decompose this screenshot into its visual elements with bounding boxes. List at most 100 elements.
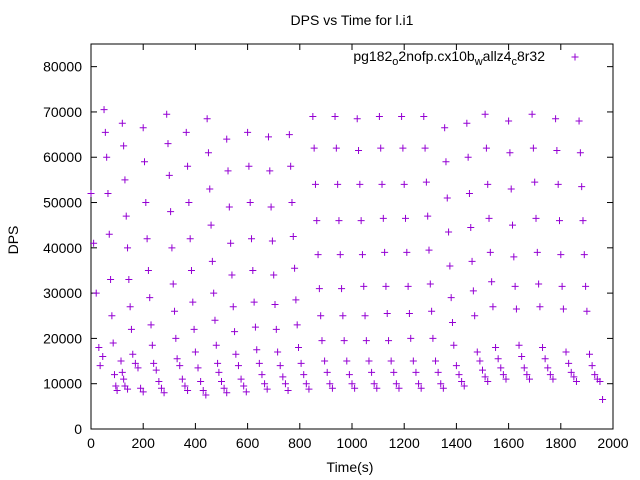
data-point (248, 235, 256, 243)
data-point (437, 380, 445, 388)
data-point (528, 110, 536, 118)
data-point (223, 389, 231, 397)
data-point (186, 235, 194, 243)
data-point (264, 133, 272, 141)
data-point (361, 312, 369, 320)
data-point (305, 385, 313, 393)
data-point (208, 257, 216, 265)
data-point (297, 359, 305, 367)
data-point (484, 180, 492, 188)
data-point (447, 294, 455, 302)
data-point (579, 217, 587, 225)
data-point (134, 364, 142, 372)
data-point (331, 112, 339, 120)
data-point (250, 298, 258, 306)
data-point (234, 362, 242, 370)
data-point (532, 214, 540, 222)
data-point (129, 350, 137, 358)
data-point (113, 387, 121, 394)
x-tick-label: 1800 (545, 435, 576, 451)
data-point (557, 251, 565, 259)
data-point (533, 248, 541, 256)
data-point (553, 146, 561, 154)
data-point (400, 180, 408, 188)
data-point (223, 135, 231, 143)
data-point (207, 221, 215, 229)
data-point (141, 158, 149, 166)
data-point (596, 377, 604, 385)
data-point (187, 266, 195, 274)
data-point (395, 384, 403, 392)
data-point (450, 341, 458, 349)
data-point (458, 377, 466, 385)
data-point (463, 119, 471, 127)
data-point (328, 384, 336, 392)
data-point (272, 325, 280, 333)
data-point (281, 380, 289, 388)
data-point (360, 282, 368, 290)
data-point (263, 385, 271, 393)
data-point (506, 149, 514, 157)
data-point (417, 384, 425, 392)
legend-text-part: 2nofp.cx10b (398, 48, 474, 64)
data-point (482, 144, 490, 152)
data-point (176, 362, 184, 370)
data-point (293, 321, 301, 329)
x-tick-label: 1000 (336, 435, 367, 451)
y-tick-label: 60000 (43, 149, 82, 165)
data-point (194, 364, 202, 372)
legend-marker-symbol (571, 53, 579, 61)
data-point (559, 305, 567, 313)
data-point (392, 380, 400, 388)
data-point (218, 377, 225, 385)
data-point (285, 131, 293, 139)
data-point (169, 280, 177, 288)
y-tick-label: 0 (74, 421, 82, 437)
data-point (139, 388, 147, 396)
y-tick-label: 20000 (43, 330, 82, 346)
data-point (415, 380, 423, 388)
legend-subscript: w (474, 56, 483, 68)
data-point (131, 359, 139, 367)
data-point (465, 189, 473, 197)
data-point (120, 142, 128, 150)
x-tick-label: 1400 (441, 435, 472, 451)
y-tick-label: 30000 (43, 285, 82, 301)
data-point (202, 391, 210, 399)
data-point (101, 128, 109, 136)
data-point (164, 140, 172, 148)
y-tick-label: 80000 (43, 59, 82, 75)
data-point (172, 334, 180, 342)
data-point (362, 337, 370, 345)
data-point (150, 359, 158, 367)
data-point (518, 353, 526, 361)
x-tick-label: 1600 (493, 435, 524, 451)
x-tick-label: 200 (132, 435, 156, 451)
data-point (165, 171, 173, 179)
data-point (476, 357, 484, 365)
data-point (455, 371, 463, 379)
data-point (171, 307, 179, 315)
data-point (95, 343, 103, 351)
data-point (197, 377, 205, 385)
data-point (184, 162, 192, 170)
x-axis-ticks: 0 200 400 600 800 1000 1200 1400 1600 1800 2000 (87, 44, 629, 451)
data-point (143, 235, 151, 243)
data-point (421, 144, 429, 152)
data-point (446, 262, 454, 270)
data-point (267, 203, 275, 211)
data-point (309, 112, 317, 120)
data-point (575, 117, 583, 125)
data-point (190, 325, 198, 333)
data-point (343, 357, 351, 365)
data-point (544, 364, 552, 372)
data-point (385, 337, 393, 345)
data-point (117, 357, 125, 365)
data-point (511, 282, 519, 290)
data-point (390, 368, 398, 376)
data-point (441, 124, 449, 132)
data-point (139, 124, 147, 132)
data-point (310, 144, 318, 152)
legend: pg182o2nofp.cx10bwallz4c8r32 (353, 48, 579, 68)
legend-text-part: 8r32 (517, 48, 545, 64)
